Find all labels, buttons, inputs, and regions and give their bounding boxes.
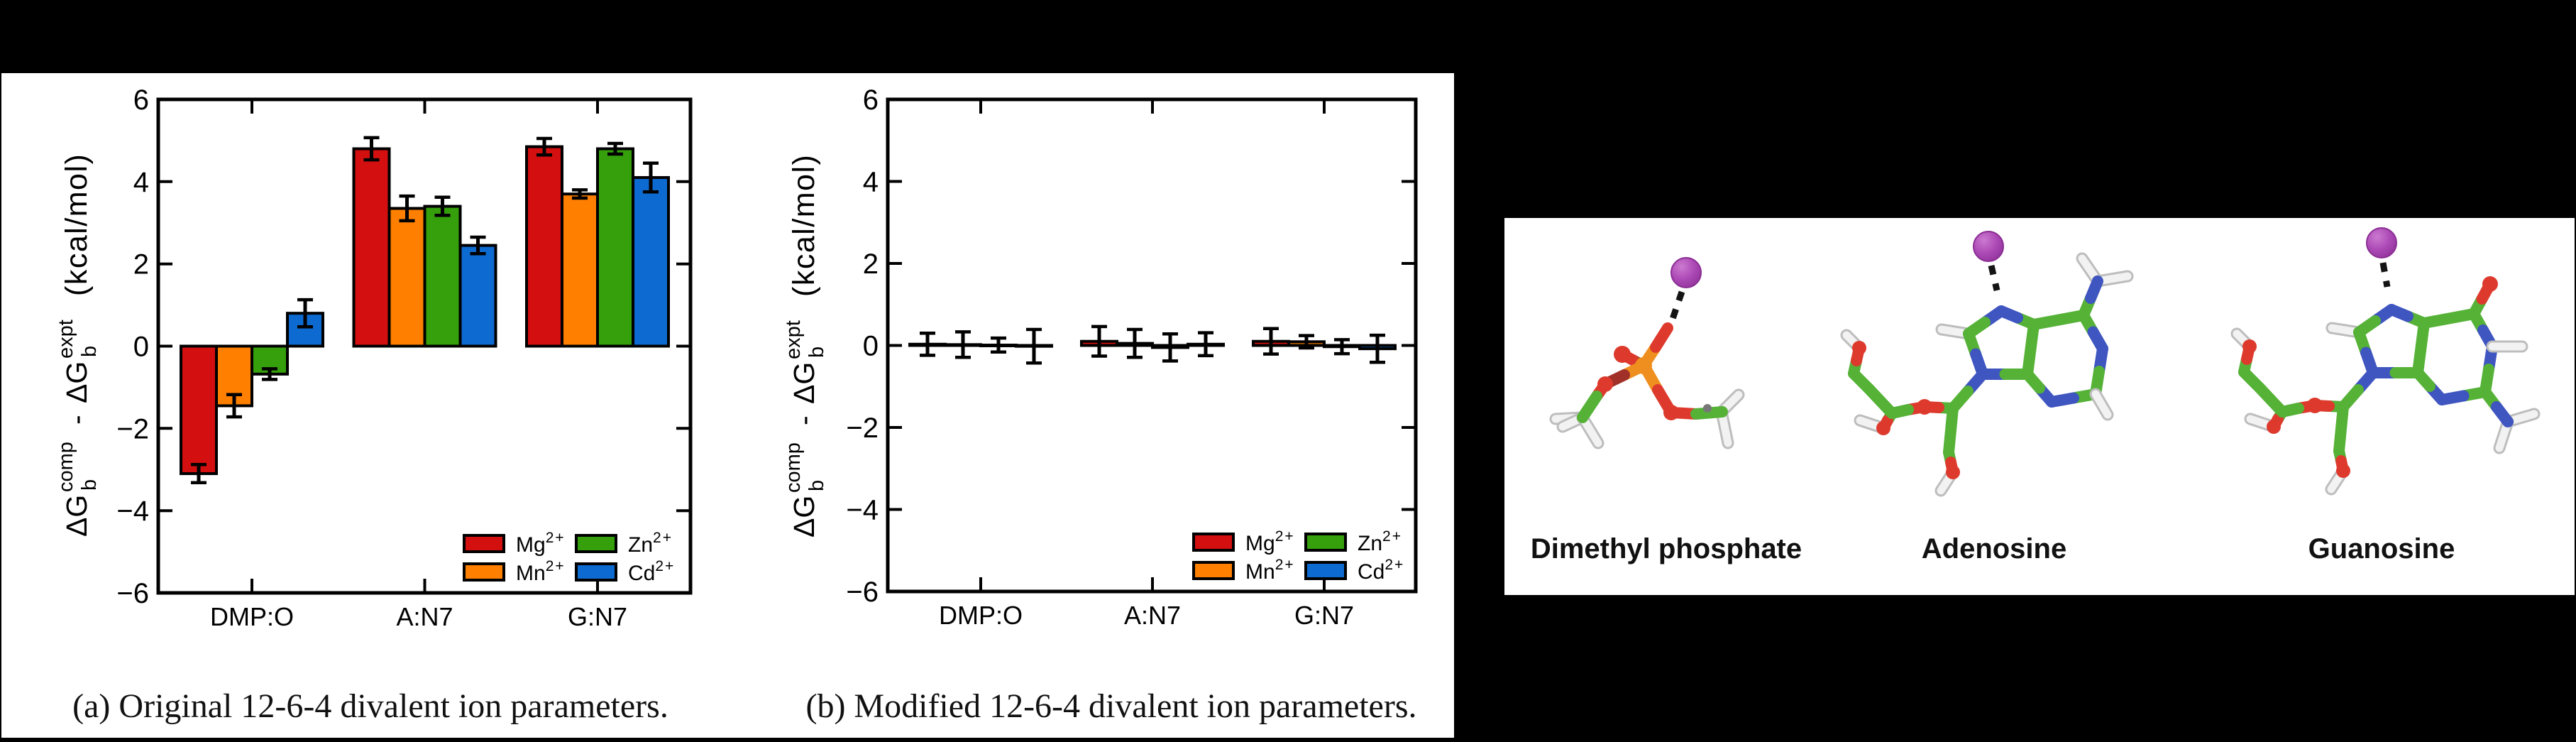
svg-text:A:N7: A:N7 (396, 602, 453, 631)
svg-text:4: 4 (133, 167, 149, 198)
svg-text:(a) Original 12-6-4 divalent i: (a) Original 12-6-4 divalent ion paramet… (72, 687, 668, 725)
svg-text:(kcal/mol): (kcal/mol) (787, 154, 821, 297)
svg-text:G:N7: G:N7 (1294, 601, 1354, 630)
svg-text:DMP:O: DMP:O (210, 602, 294, 631)
svg-text:expt: expt (782, 320, 805, 359)
svg-text:4: 4 (863, 167, 879, 198)
svg-text:Cd2+: Cd2+ (1358, 557, 1404, 584)
svg-text:expt: expt (55, 320, 77, 359)
svg-text:−6: −6 (846, 577, 879, 608)
svg-text:−2: −2 (116, 413, 149, 444)
svg-text:A:N7: A:N7 (1124, 601, 1181, 630)
svg-text:b: b (805, 480, 828, 491)
svg-text:G:N7: G:N7 (568, 602, 627, 631)
svg-text:−2: −2 (846, 413, 879, 444)
svg-text:comp: comp (55, 442, 77, 492)
svg-text:−6: −6 (116, 578, 149, 609)
svg-text:−4: −4 (846, 495, 879, 526)
svg-text:-: - (788, 415, 820, 425)
svg-text:ΔG: ΔG (788, 362, 820, 404)
svg-text:Adenosine: Adenosine (1922, 533, 2066, 564)
svg-text:ΔG: ΔG (788, 496, 820, 538)
svg-text:(b) Modified 12-6-4 divalent i: (b) Modified 12-6-4 divalent ion paramet… (805, 687, 1416, 725)
svg-text:(kcal/mol): (kcal/mol) (60, 153, 94, 296)
svg-text:Dimethyl phosphate: Dimethyl phosphate (1531, 533, 1802, 564)
svg-text:Guanosine: Guanosine (2308, 533, 2455, 564)
svg-text:−4: −4 (116, 496, 149, 527)
svg-text:2: 2 (133, 249, 149, 280)
svg-text:b: b (805, 347, 828, 358)
svg-text:Zn2+: Zn2+ (628, 530, 673, 557)
svg-text:ΔG: ΔG (60, 361, 93, 403)
svg-text:DMP:O: DMP:O (939, 601, 1023, 630)
svg-text:comp: comp (782, 442, 805, 493)
svg-text:6: 6 (863, 84, 879, 116)
svg-text:6: 6 (133, 84, 149, 116)
svg-text:0: 0 (863, 331, 879, 362)
svg-text:-: - (60, 415, 93, 425)
svg-text:ΔG: ΔG (60, 495, 93, 537)
svg-text:b: b (78, 346, 101, 357)
svg-text:b: b (78, 479, 101, 491)
svg-text:0: 0 (133, 332, 149, 363)
svg-text:2: 2 (863, 249, 879, 280)
